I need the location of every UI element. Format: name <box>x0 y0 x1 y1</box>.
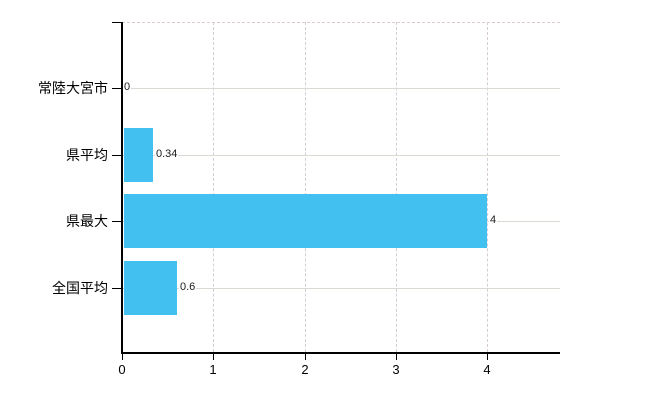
v-gridline <box>305 22 306 352</box>
category-label: 県平均 <box>66 147 108 163</box>
h-gridline <box>122 155 560 156</box>
value-label: 0 <box>123 80 132 95</box>
v-gridline <box>487 22 488 352</box>
x-axis-tick <box>213 354 214 360</box>
h-gridline <box>122 88 560 89</box>
x-axis-tick <box>305 354 306 360</box>
y-axis-tick <box>112 221 122 222</box>
x-tick-label: 1 <box>209 362 217 377</box>
plot-top-border <box>122 22 560 23</box>
x-tick-label: 2 <box>301 362 309 377</box>
category-label: 県最大 <box>66 213 108 229</box>
x-axis-tick <box>122 354 123 360</box>
y-axis-tick <box>112 88 122 89</box>
value-label: 4 <box>489 213 498 228</box>
value-label: 0.6 <box>179 280 197 295</box>
v-gridline <box>396 22 397 352</box>
category-label: 常陸大宮市 <box>38 80 108 96</box>
x-axis-tick <box>396 354 397 360</box>
y-axis <box>121 22 123 352</box>
value-label: 0.34 <box>155 147 179 162</box>
y-axis-top-tick <box>112 22 122 23</box>
bar <box>124 194 487 248</box>
category-label: 全国平均 <box>52 280 108 296</box>
h-gridline <box>122 288 560 289</box>
x-tick-label: 0 <box>118 362 126 377</box>
x-tick-label: 3 <box>392 362 400 377</box>
v-gridline <box>213 22 214 352</box>
x-axis <box>121 352 560 354</box>
x-axis-tick <box>487 354 488 360</box>
bar <box>124 128 153 182</box>
y-axis-tick <box>112 288 122 289</box>
y-axis-tick <box>112 155 122 156</box>
bar <box>124 261 177 315</box>
x-tick-label: 4 <box>483 362 491 377</box>
